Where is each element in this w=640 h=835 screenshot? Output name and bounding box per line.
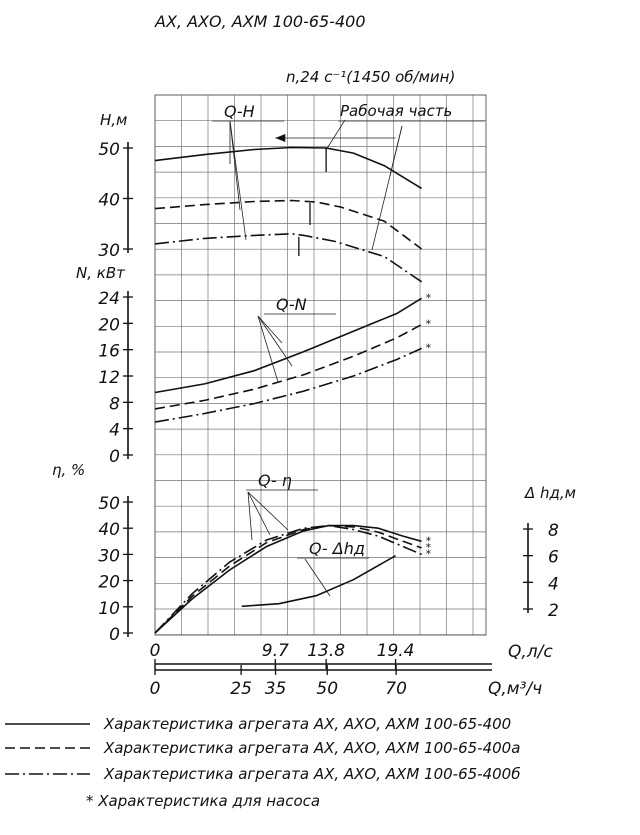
y-tick-label: 8 (109, 394, 120, 414)
y-tick-label: 6 (548, 548, 559, 568)
chart-title: АХ, АХО, АХМ 100-65-400 (154, 12, 366, 31)
legend: Характеристика агрегата АХ, АХО, АХМ 100… (5, 715, 520, 810)
x-tick-label-m3h: 35 (265, 679, 287, 699)
leader-line (257, 315, 279, 383)
speed-label: n,24 с⁻¹(1450 об/мин) (286, 68, 455, 86)
y-tick-label: 16 (98, 342, 120, 362)
chart-grid (154, 94, 487, 636)
y-tick-label: 50 (98, 140, 120, 160)
grid-border (154, 94, 487, 636)
y-tick-label: 30 (98, 241, 120, 261)
leader-line (247, 491, 253, 541)
pump-marker: * (426, 534, 432, 547)
leader-line (257, 315, 293, 367)
y-tick-label: 0 (109, 625, 120, 645)
leader-line (257, 315, 283, 344)
x-tick-label-m3h: 0 (150, 679, 161, 699)
series-Q- η-solid (154, 524, 422, 634)
panel-label-3: Q- Δhд (309, 539, 365, 558)
series-Q- η-dashed (154, 524, 422, 634)
work-zone-arrowhead (275, 134, 286, 142)
y-tick-label: 40 (98, 520, 120, 540)
series-Q-H-dashed (154, 199, 423, 250)
y-tick-label: 24 (98, 289, 120, 309)
y-tick-label: 20 (98, 315, 120, 335)
chart-series (154, 146, 423, 634)
y-tick-label: 30 (98, 546, 120, 566)
y-axis-label-0: H,м (100, 111, 127, 129)
x-axis-label-m3h: Q,м³/ч (488, 679, 542, 699)
leader-line (304, 558, 331, 597)
leader-line (247, 491, 271, 536)
pump-marker: * (426, 547, 432, 560)
x-tick-label-ls: 9.7 (262, 641, 289, 661)
x-tick-label-ls: 19.4 (377, 641, 415, 661)
y-tick-label: 20 (98, 573, 120, 593)
work-zone-label: Рабочая часть (340, 102, 452, 120)
y-tick-label: 12 (98, 368, 120, 388)
panel-label-2: Q- η (258, 471, 292, 490)
series-Q-H-solid (154, 146, 423, 190)
y-tick-label: 8 (548, 521, 559, 541)
chart-axes (123, 142, 533, 675)
panel-label-1: Q-N (276, 295, 307, 314)
x-axis-label-ls: Q,л/с (508, 642, 553, 662)
y-tick-label: 50 (98, 494, 120, 514)
y-tick-label: 40 (98, 191, 120, 211)
x-tick-label-ls: 13.8 (307, 641, 345, 661)
y-tick-label: 0 (109, 447, 120, 467)
series-Q-N-dashdot (154, 347, 422, 423)
x-tick-label-m3h: 25 (230, 679, 252, 699)
series-Q-N-solid (154, 297, 423, 394)
y-axis-label-3: Δ hд,м (524, 484, 576, 502)
leader-line (229, 120, 247, 241)
pump-marker: * (426, 318, 432, 331)
footnote: * Характеристика для насоса (86, 792, 320, 810)
y-tick-label: 4 (109, 421, 120, 441)
pump-marker: * (426, 541, 432, 554)
legend-label-solid: Характеристика агрегата АХ, АХО, АХМ 100… (103, 715, 511, 733)
y-axis-label-2: η, % (52, 461, 85, 479)
legend-label-dashdot: Характеристика агрегата АХ, АХО, АХМ 100… (103, 765, 520, 783)
y-tick-label: 10 (98, 599, 120, 619)
x-tick-label-m3h: 70 (385, 679, 407, 699)
pump-marker: * (426, 341, 432, 354)
series-Q- Δhд-solid (241, 555, 396, 608)
leader-line (247, 491, 289, 531)
legend-label-dashed: Характеристика агрегата АХ, АХО, АХМ 100… (103, 739, 520, 757)
pump-marker: * (426, 291, 432, 304)
series-Q-H-dashdot (154, 232, 423, 283)
panel-label-0: Q-H (224, 102, 255, 121)
series-Q-N-dashed (154, 323, 422, 410)
y-tick-label: 4 (548, 574, 559, 594)
leader-line (371, 125, 403, 251)
leader-line (325, 119, 346, 151)
x-tick-label-ls: 0 (150, 641, 161, 661)
x-tick-label-m3h: 50 (316, 679, 338, 699)
y-axis-label-1: N, кВт (76, 264, 126, 282)
series-Q- η-dashdot (154, 524, 422, 634)
y-tick-label: 2 (548, 601, 559, 621)
